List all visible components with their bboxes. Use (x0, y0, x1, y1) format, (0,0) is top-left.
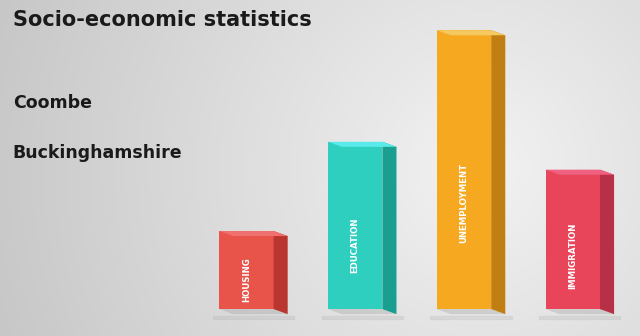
Polygon shape (274, 231, 288, 314)
Polygon shape (219, 309, 288, 314)
Text: Socio-economic statistics: Socio-economic statistics (13, 10, 312, 30)
Polygon shape (545, 170, 614, 175)
Polygon shape (436, 30, 505, 35)
Polygon shape (545, 170, 600, 309)
Polygon shape (436, 30, 492, 309)
Polygon shape (545, 309, 614, 314)
Polygon shape (436, 309, 505, 314)
Polygon shape (328, 142, 396, 147)
Text: Coombe: Coombe (13, 94, 92, 112)
Polygon shape (328, 142, 383, 309)
Polygon shape (219, 231, 288, 236)
Polygon shape (219, 231, 274, 309)
Polygon shape (600, 170, 614, 314)
Polygon shape (492, 30, 505, 314)
Text: HOUSING: HOUSING (242, 257, 251, 302)
Text: Buckinghamshire: Buckinghamshire (13, 144, 182, 163)
Polygon shape (383, 142, 396, 314)
Text: UNEMPLOYMENT: UNEMPLOYMENT (460, 163, 468, 243)
Polygon shape (328, 309, 396, 314)
Text: IMMIGRATION: IMMIGRATION (568, 223, 577, 289)
Text: EDUCATION: EDUCATION (351, 218, 360, 273)
